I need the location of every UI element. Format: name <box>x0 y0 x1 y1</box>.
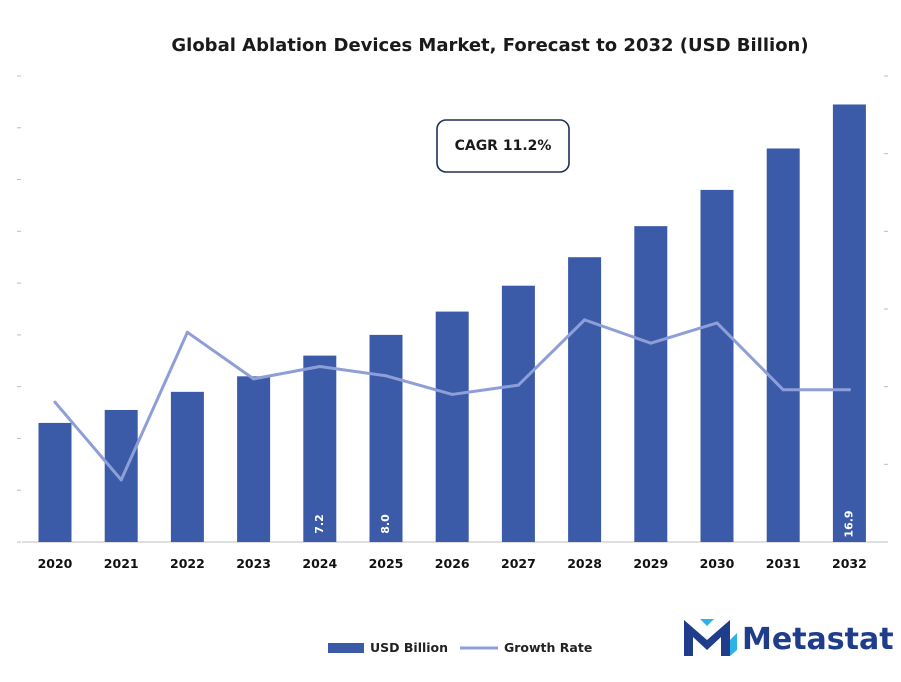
growth-point-2029 <box>649 341 653 345</box>
data-label-2024: 7.2 <box>313 514 326 534</box>
x-tick-2026: 2026 <box>435 556 470 571</box>
bar-2025 <box>369 334 403 542</box>
growth-point-2030 <box>715 321 719 325</box>
growth-point-2028 <box>583 318 587 322</box>
bar-2030 <box>700 189 734 542</box>
x-tick-labels: 2020 2021 2022 2023 2024 2025 2026 2027 2028 2029… <box>38 556 867 571</box>
bar-2020 <box>38 422 72 542</box>
brand-logo: Metastat <box>684 619 894 657</box>
growth-point-2031 <box>781 388 785 392</box>
growth-point-2022 <box>185 330 189 334</box>
bar-2028 <box>568 257 602 542</box>
legend-label-usd-billion: USD Billion <box>370 640 448 655</box>
x-tick-2020: 2020 <box>38 556 73 571</box>
x-tick-2027: 2027 <box>501 556 536 571</box>
bar-2026 <box>435 311 469 542</box>
growth-point-2020 <box>53 400 57 404</box>
legend-label-growth-rate: Growth Rate <box>504 640 592 655</box>
growth-point-2024 <box>318 364 322 368</box>
right-axis <box>884 75 888 543</box>
growth-point-2021 <box>119 478 123 482</box>
bar-2021 <box>104 409 138 542</box>
cagr-box <box>436 119 570 173</box>
bar-2027 <box>501 285 535 542</box>
x-tick-2030: 2030 <box>700 556 735 571</box>
left-axis <box>17 75 21 543</box>
growth-point-2023 <box>252 377 256 381</box>
x-tick-2022: 2022 <box>170 556 205 571</box>
cagr-callout: CAGR 11.2% <box>436 119 570 173</box>
legend: USD Billion Growth Rate <box>328 640 592 655</box>
growth-point-2026 <box>450 392 454 396</box>
x-tick-2021: 2021 <box>104 556 139 571</box>
x-tick-2024: 2024 <box>302 556 337 571</box>
x-tick-2032: 2032 <box>832 556 867 571</box>
cagr-label: CAGR 11.2% <box>455 138 552 154</box>
x-tick-2028: 2028 <box>567 556 602 571</box>
bar-2032 <box>832 104 866 542</box>
growth-point-2032 <box>847 388 851 392</box>
bar-2024 <box>303 355 337 542</box>
bar-2023 <box>237 376 271 542</box>
bar-2022 <box>170 391 204 542</box>
data-label-2032: 16.9 <box>842 510 855 537</box>
bar-series <box>38 104 866 542</box>
x-tick-2031: 2031 <box>766 556 801 571</box>
growth-line-series <box>53 318 851 482</box>
metastat-m-icon <box>684 619 737 656</box>
chart-title: Global Ablation Devices Market, Forecast… <box>171 35 808 56</box>
data-labels: 7.2 8.0 16.9 <box>313 510 856 537</box>
growth-point-2027 <box>516 383 520 387</box>
x-tick-2025: 2025 <box>369 556 404 571</box>
x-tick-2023: 2023 <box>236 556 271 571</box>
data-label-2025: 8.0 <box>379 514 392 534</box>
x-tick-2029: 2029 <box>633 556 668 571</box>
bar-2031 <box>766 148 800 542</box>
bar-2029 <box>634 226 668 542</box>
growth-point-2025 <box>384 374 388 378</box>
legend-swatch-usd-billion <box>328 643 364 653</box>
brand-name: Metastat <box>742 622 894 657</box>
